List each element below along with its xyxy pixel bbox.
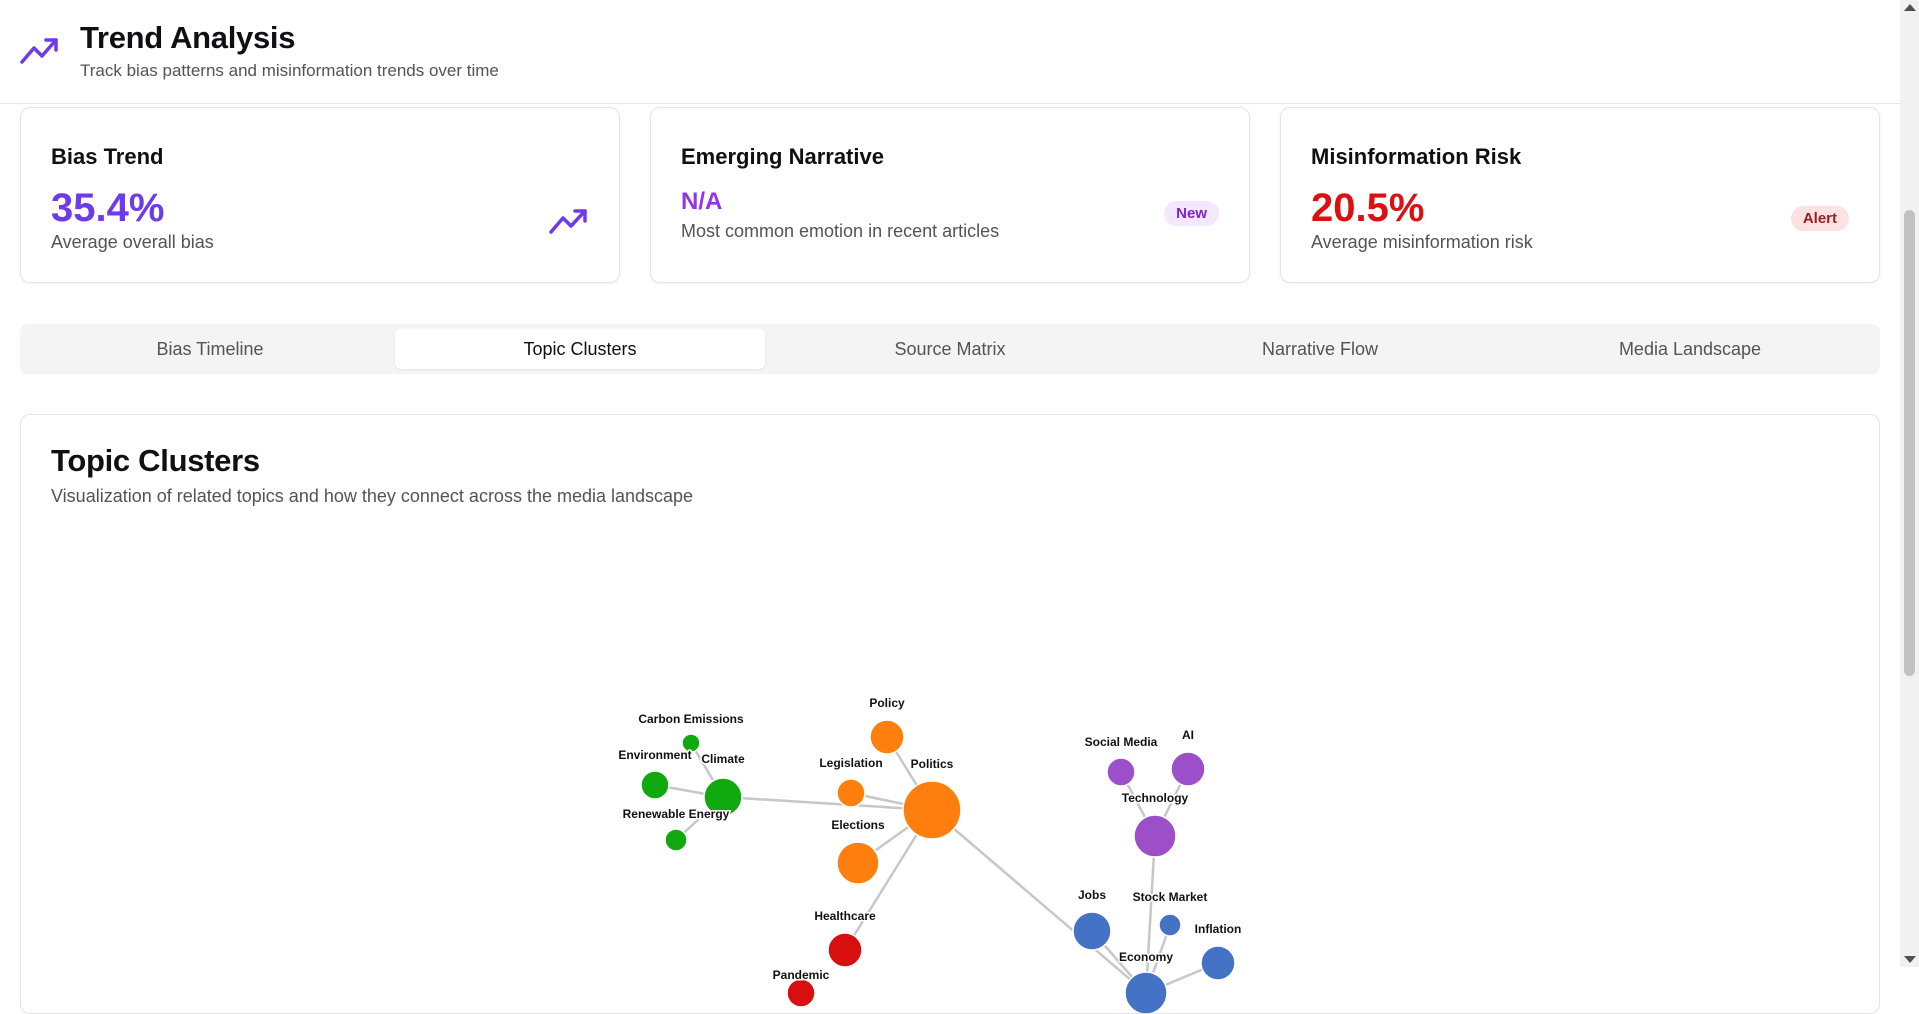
bias-trend-card: Bias Trend 35.4% Average overall bias bbox=[20, 107, 620, 283]
scroll-down-arrow-icon[interactable] bbox=[1904, 956, 1916, 963]
tab-bias-timeline[interactable]: Bias Timeline bbox=[156, 338, 264, 359]
tab-source-matrix[interactable]: Source Matrix bbox=[894, 338, 1006, 359]
node-label-politics: Politics bbox=[911, 757, 954, 771]
edge-climate-politics bbox=[722, 795, 933, 812]
node-climate[interactable] bbox=[703, 777, 743, 817]
node-ai[interactable] bbox=[1170, 751, 1206, 787]
node-inflation[interactable] bbox=[1200, 945, 1236, 981]
card-description: Average misinformation risk bbox=[1311, 232, 1533, 252]
node-renewable-energy[interactable] bbox=[664, 828, 688, 852]
card-description: Most common emotion in recent articles bbox=[681, 221, 1000, 241]
edge-politics-economy bbox=[931, 809, 1147, 994]
node-label-technology: Technology bbox=[1122, 791, 1189, 805]
trending-up-icon bbox=[549, 209, 587, 234]
view-tabs: Bias Timeline Topic Clusters Source Matr… bbox=[20, 324, 1880, 374]
misinformation-risk-card: Misinformation Risk 20.5% Average misinf… bbox=[1280, 107, 1880, 283]
panel-subtitle: Visualization of related topics and how … bbox=[51, 486, 694, 506]
node-policy[interactable] bbox=[869, 719, 905, 755]
node-label-social-media: Social Media bbox=[1085, 735, 1158, 749]
page-subtitle: Track bias patterns and misinformation t… bbox=[80, 61, 499, 80]
node-environment[interactable] bbox=[640, 770, 670, 800]
card-title: Misinformation Risk bbox=[1311, 144, 1522, 169]
alert-badge: Alert bbox=[1790, 206, 1849, 231]
node-label-climate: Climate bbox=[701, 752, 745, 766]
node-jobs[interactable] bbox=[1072, 911, 1112, 951]
node-technology[interactable] bbox=[1133, 814, 1177, 858]
node-label-renewable-energy: Renewable Energy bbox=[623, 807, 730, 821]
node-label-legislation: Legislation bbox=[819, 756, 882, 770]
node-carbon-emissions[interactable] bbox=[681, 733, 701, 753]
node-label-healthcare: Healthcare bbox=[814, 909, 876, 923]
node-label-environment: Environment bbox=[618, 748, 691, 762]
tab-topic-clusters[interactable]: Topic Clusters bbox=[395, 329, 765, 369]
trending-up-icon bbox=[20, 38, 58, 64]
page-scrollbar[interactable] bbox=[1900, 0, 1919, 967]
tab-narrative-flow[interactable]: Narrative Flow bbox=[1261, 338, 1379, 359]
node-label-economy: Economy bbox=[1119, 950, 1173, 964]
node-pandemic[interactable] bbox=[786, 978, 816, 1008]
node-label-inflation: Inflation bbox=[1195, 922, 1242, 936]
node-label-stock-market: Stock Market bbox=[1133, 890, 1208, 904]
node-healthcare[interactable] bbox=[827, 932, 863, 968]
misinformation-risk-value: 20.5% bbox=[1311, 186, 1425, 230]
card-title: Emerging Narrative bbox=[681, 144, 884, 169]
scroll-thumb[interactable] bbox=[1904, 210, 1915, 676]
panel-title: Topic Clusters bbox=[51, 443, 260, 478]
node-politics[interactable] bbox=[902, 780, 962, 840]
page-title: Trend Analysis bbox=[80, 20, 296, 55]
page-header: Trend Analysis Track bias patterns and m… bbox=[0, 0, 1900, 104]
new-badge: New bbox=[1164, 201, 1219, 226]
node-stock-market[interactable] bbox=[1158, 913, 1182, 937]
node-legislation[interactable] bbox=[836, 778, 866, 808]
node-label-carbon-emissions: Carbon Emissions bbox=[638, 712, 744, 726]
node-label-pandemic: Pandemic bbox=[773, 968, 830, 982]
emerging-narrative-value: N/A bbox=[681, 188, 723, 215]
node-label-policy: Policy bbox=[869, 696, 905, 710]
node-elections[interactable] bbox=[836, 841, 880, 885]
node-label-elections: Elections bbox=[831, 818, 885, 832]
card-title: Bias Trend bbox=[51, 144, 164, 169]
bias-trend-value: 35.4% bbox=[51, 186, 165, 230]
card-description: Average overall bias bbox=[51, 232, 214, 252]
node-label-ai: AI bbox=[1182, 728, 1194, 742]
scroll-up-arrow-icon[interactable] bbox=[1904, 4, 1916, 11]
tab-media-landscape[interactable]: Media Landscape bbox=[1618, 338, 1762, 359]
node-social-media[interactable] bbox=[1106, 757, 1136, 787]
emerging-narrative-card: Emerging Narrative N/A Most common emoti… bbox=[650, 107, 1250, 283]
node-label-jobs: Jobs bbox=[1078, 888, 1106, 902]
topic-clusters-panel: Carbon Emissions Environment Climate Renewa… bbox=[20, 414, 1880, 1014]
node-economy[interactable] bbox=[1124, 971, 1168, 1013]
